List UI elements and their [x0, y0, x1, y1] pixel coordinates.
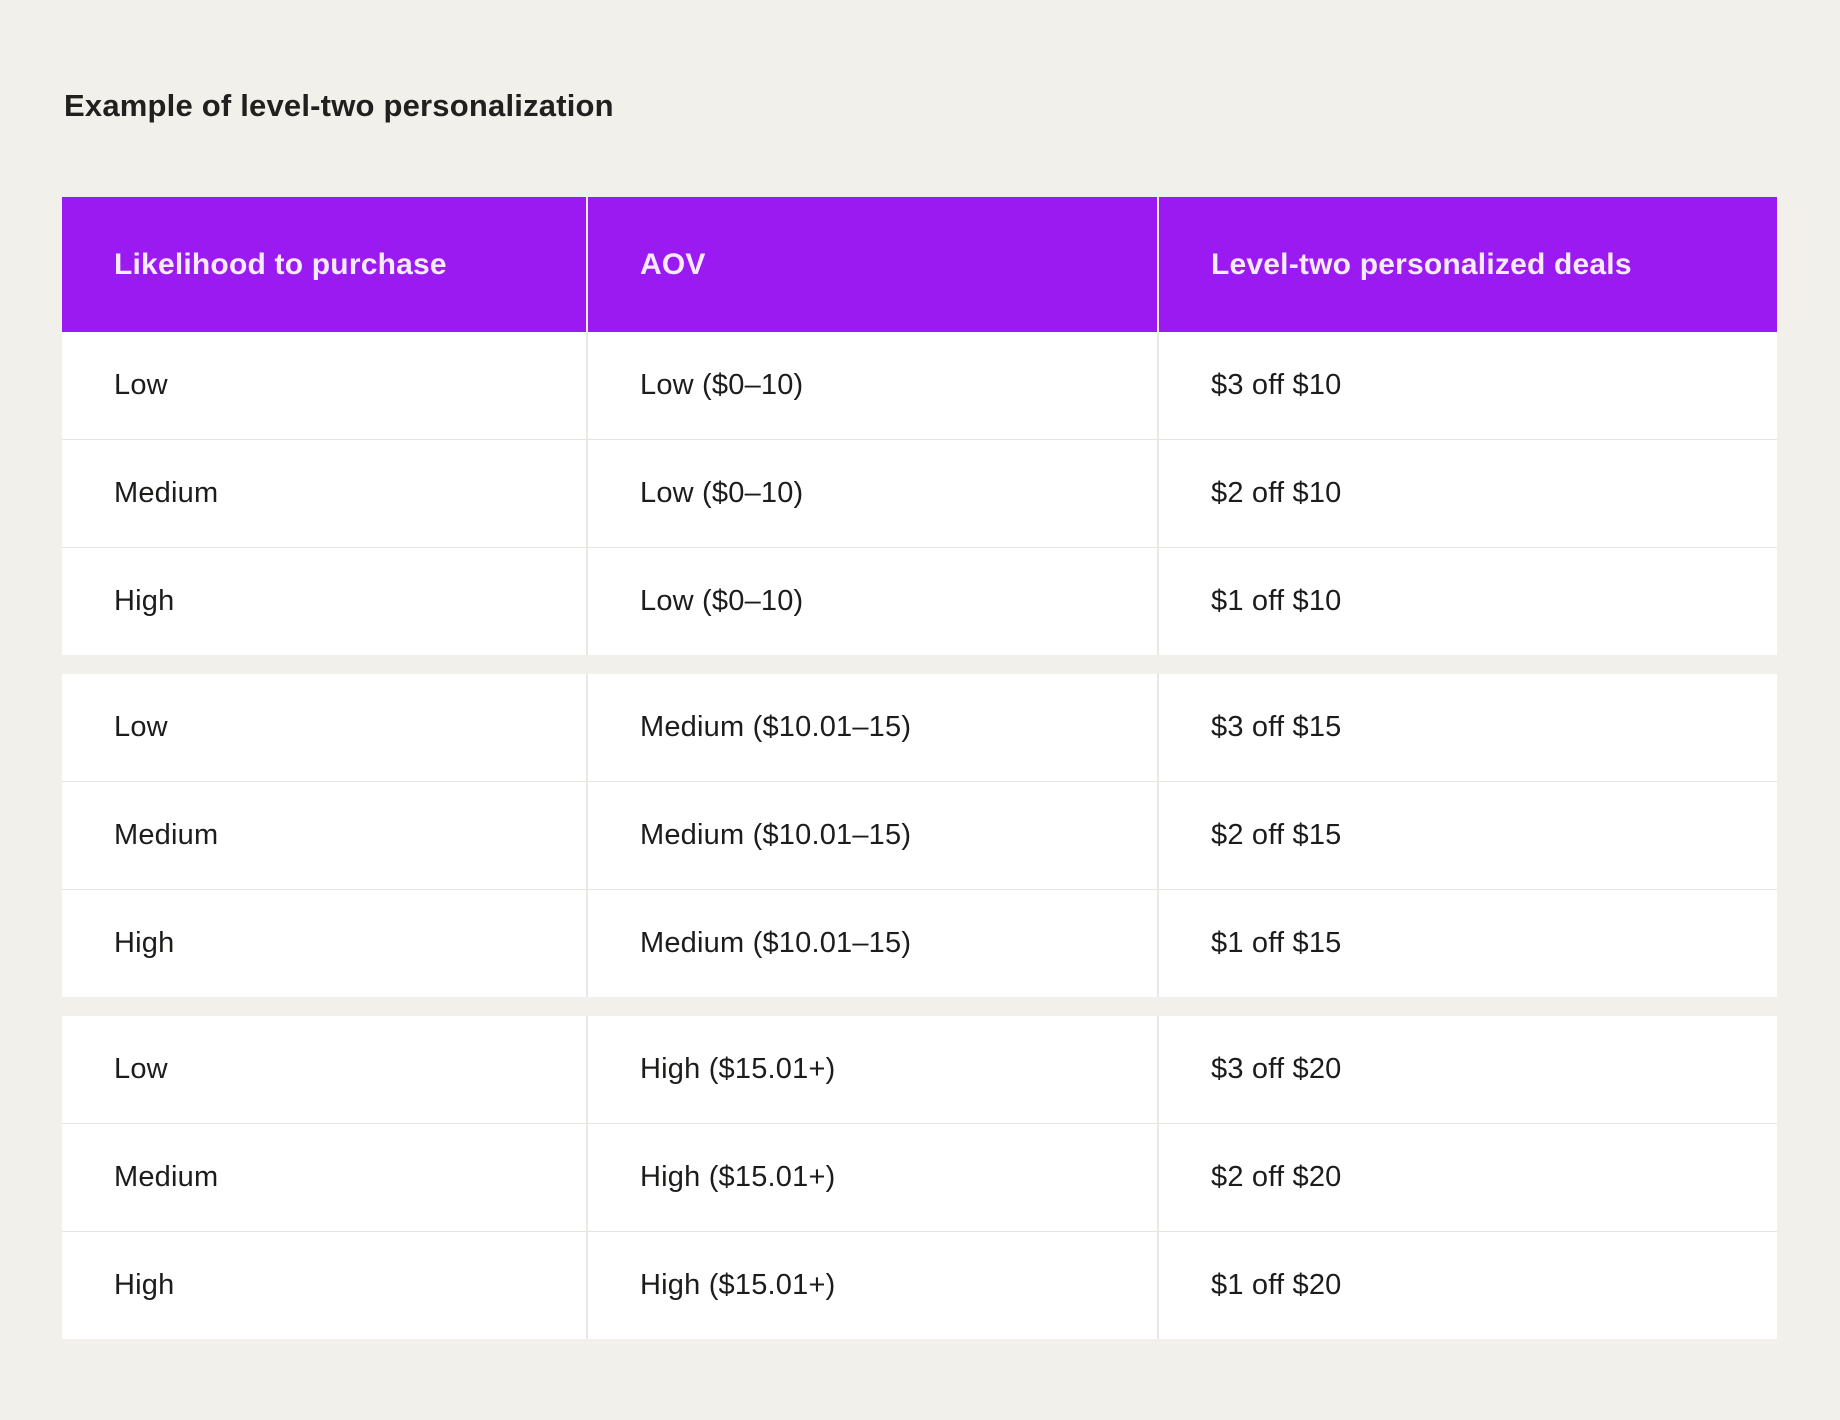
- row-group-medium-aov: Low Medium ($10.01–15) $3 off $15 Medium…: [62, 674, 1777, 997]
- cell-deal: $3 off $15: [1157, 674, 1777, 781]
- table-row: High High ($15.01+) $1 off $20: [62, 1231, 1777, 1339]
- cell-likelihood: Low: [114, 1053, 168, 1085]
- cell-deal: $3 off $10: [1157, 332, 1777, 439]
- cell-aov: High ($15.01+): [586, 1124, 1157, 1231]
- cell-deal: $2 off $20: [1157, 1124, 1777, 1231]
- cell-likelihood: Low: [114, 369, 168, 401]
- cell-likelihood: Medium: [114, 1161, 219, 1193]
- cell-likelihood: Low: [114, 711, 168, 743]
- cell-deal: $1 off $20: [1157, 1232, 1777, 1339]
- cell-likelihood: Medium: [114, 819, 219, 851]
- table-row: Medium Low ($0–10) $2 off $10: [62, 439, 1777, 547]
- cell-aov: Low ($0–10): [586, 548, 1157, 655]
- page-title: Example of level-two personalization: [64, 88, 614, 123]
- cell-aov: High ($15.01+): [586, 1016, 1157, 1123]
- cell-deal: $2 off $10: [1157, 440, 1777, 547]
- cell-likelihood: High: [114, 927, 175, 959]
- cell-likelihood: Medium: [114, 477, 219, 509]
- cell-deal: $1 off $15: [1157, 890, 1777, 997]
- table-row: Low High ($15.01+) $3 off $20: [62, 1016, 1777, 1123]
- table-row: High Low ($0–10) $1 off $10: [62, 547, 1777, 655]
- table-row: High Medium ($10.01–15) $1 off $15: [62, 889, 1777, 997]
- cell-deal: $3 off $20: [1157, 1016, 1777, 1123]
- cell-aov: Low ($0–10): [586, 440, 1157, 547]
- row-group-low-aov: Low Low ($0–10) $3 off $10 Medium Low ($…: [62, 332, 1777, 655]
- table-row: Low Low ($0–10) $3 off $10: [62, 332, 1777, 439]
- personalization-table: Likelihood to purchase AOV Level-two per…: [62, 197, 1777, 1339]
- cell-likelihood: High: [114, 1269, 175, 1301]
- cell-aov: Medium ($10.01–15): [586, 890, 1157, 997]
- column-header-aov: AOV: [586, 197, 1157, 332]
- cell-aov: Low ($0–10): [586, 332, 1157, 439]
- table-row: Low Medium ($10.01–15) $3 off $15: [62, 674, 1777, 781]
- table-body: Low Low ($0–10) $3 off $10 Medium Low ($…: [62, 332, 1777, 1339]
- cell-deal: $2 off $15: [1157, 782, 1777, 889]
- cell-aov: High ($15.01+): [586, 1232, 1157, 1339]
- table-header-row: Likelihood to purchase AOV Level-two per…: [62, 197, 1777, 332]
- cell-likelihood: High: [114, 585, 175, 617]
- row-group-high-aov: Low High ($15.01+) $3 off $20 Medium Hig…: [62, 1016, 1777, 1339]
- column-header-deals: Level-two personalized deals: [1157, 197, 1777, 332]
- cell-deal: $1 off $10: [1157, 548, 1777, 655]
- table-row: Medium Medium ($10.01–15) $2 off $15: [62, 781, 1777, 889]
- column-header-likelihood: Likelihood to purchase: [114, 247, 447, 281]
- table-row: Medium High ($15.01+) $2 off $20: [62, 1123, 1777, 1231]
- cell-aov: Medium ($10.01–15): [586, 674, 1157, 781]
- cell-aov: Medium ($10.01–15): [586, 782, 1157, 889]
